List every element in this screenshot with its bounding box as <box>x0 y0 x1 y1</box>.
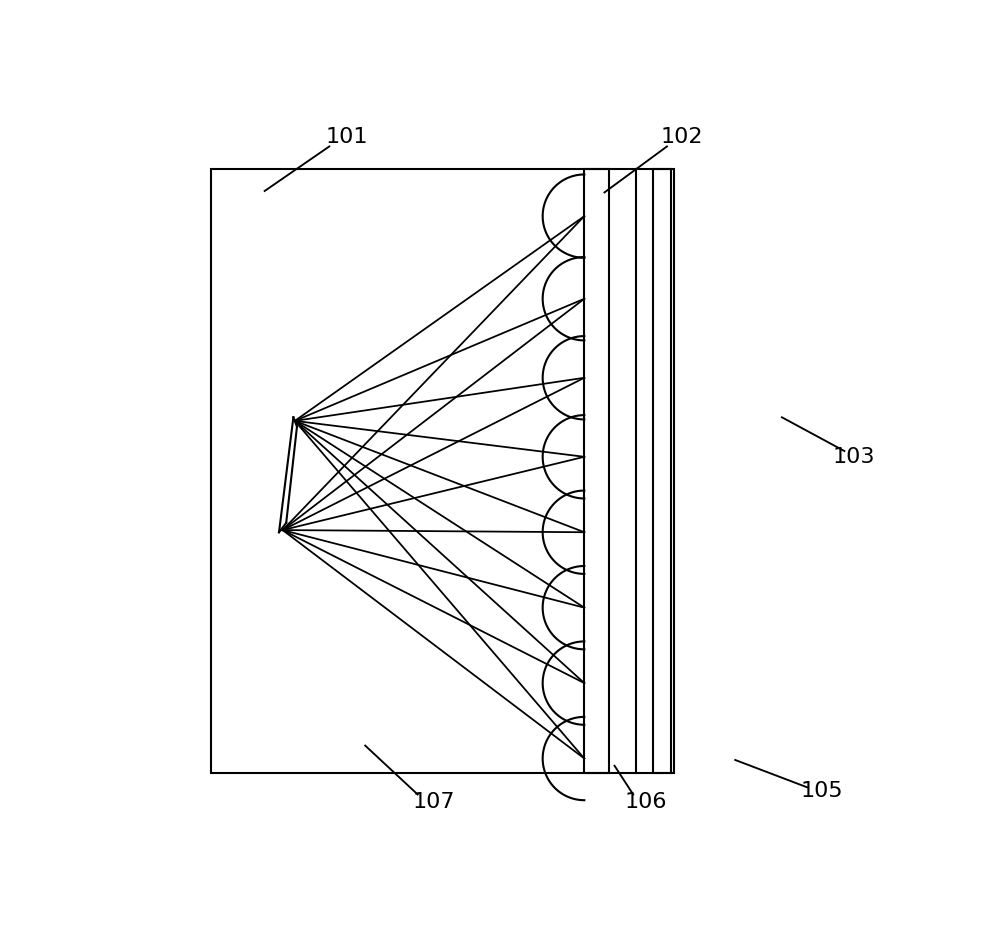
Text: 107: 107 <box>412 791 455 812</box>
Text: 105: 105 <box>800 781 843 801</box>
Text: 106: 106 <box>624 791 667 812</box>
Text: 101: 101 <box>326 127 369 147</box>
Text: 102: 102 <box>660 127 703 147</box>
Text: 103: 103 <box>832 447 875 466</box>
